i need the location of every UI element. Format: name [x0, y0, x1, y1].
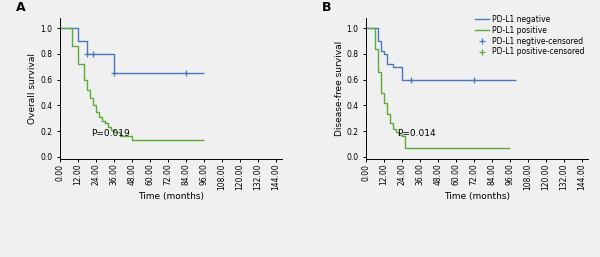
Y-axis label: Disease-free survival: Disease-free survival — [335, 41, 344, 136]
X-axis label: Time (months): Time (months) — [444, 191, 510, 200]
Text: B: B — [322, 1, 331, 14]
Legend: PD-L1 negative, PD-L1 positive, PD-L1 negtive-censored, PD-L1 positive-censored: PD-L1 negative, PD-L1 positive, PD-L1 ne… — [475, 15, 584, 57]
Text: P=0.014: P=0.014 — [397, 129, 436, 138]
Y-axis label: Overall survival: Overall survival — [28, 53, 37, 124]
X-axis label: Time (months): Time (months) — [138, 191, 204, 200]
Text: A: A — [16, 1, 25, 14]
Text: P=0.019: P=0.019 — [91, 129, 130, 138]
